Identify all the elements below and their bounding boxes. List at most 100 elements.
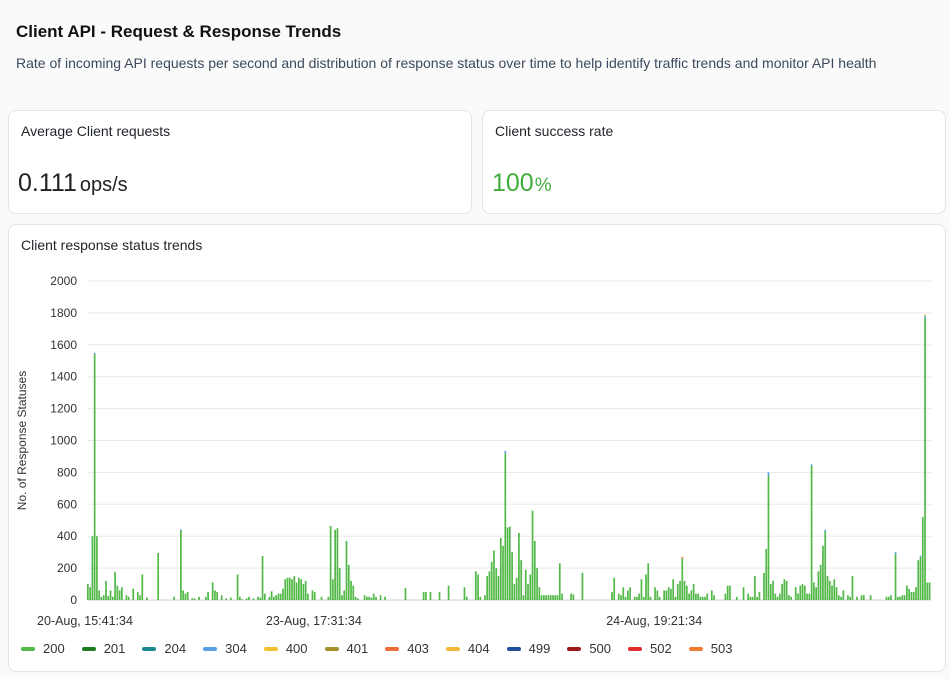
bar-200 [758, 592, 761, 600]
y-tick-label: 800 [57, 465, 77, 479]
bar-200 [906, 585, 908, 600]
bar-200 [275, 595, 278, 600]
bar-200 [540, 595, 543, 600]
bar-200 [220, 595, 223, 600]
bar-200 [890, 595, 892, 600]
legend-label: 499 [528, 641, 551, 656]
y-axis-label: No. of Response Statuses [15, 371, 29, 510]
bar-200 [127, 596, 130, 600]
legend-item-200[interactable]: 200 [21, 641, 65, 656]
bar-200 [556, 595, 559, 600]
bar-200 [799, 585, 802, 600]
bar-200 [463, 587, 466, 600]
legend-item-204[interactable]: 204 [142, 641, 186, 656]
bar-200 [742, 587, 745, 600]
legend-label: 503 [710, 641, 733, 656]
legend-item-304[interactable]: 304 [203, 641, 247, 656]
bar-200 [785, 580, 788, 600]
bar-200 [735, 596, 738, 600]
legend-item-400[interactable]: 400 [263, 641, 308, 656]
bar-200 [924, 317, 926, 600]
bar-304 [824, 529, 827, 532]
bar-200 [259, 597, 262, 600]
bar-200 [184, 593, 187, 600]
bar-200 [225, 598, 228, 600]
bar-200 [320, 596, 323, 600]
bar-200 [291, 579, 293, 600]
bar-200 [765, 548, 768, 600]
bar-200 [894, 553, 897, 600]
legend-item-404[interactable]: 404 [445, 641, 490, 656]
bar-200 [261, 556, 264, 600]
bar-200 [833, 579, 836, 600]
bar-200 [368, 596, 371, 600]
bar-200 [145, 597, 148, 600]
bar-200 [379, 595, 382, 600]
bar-304 [810, 464, 813, 467]
bar-400 [924, 314, 926, 316]
bar-200 [774, 593, 777, 600]
bar-200 [375, 596, 377, 600]
bar-200 [132, 588, 135, 600]
legend-item-503[interactable]: 503 [688, 641, 733, 656]
bar-200 [193, 598, 196, 600]
bar-200 [529, 574, 532, 600]
legend-item-201[interactable]: 201 [81, 641, 125, 656]
x-tick-label: 20-Aug, 15:41:34 [37, 614, 133, 628]
x-tick-label: 23-Aug, 17:31:34 [266, 614, 362, 628]
bar-200 [270, 591, 273, 600]
avg-requests-value: 0.111 ops/s [18, 169, 128, 198]
legend-label: 401 [346, 641, 369, 656]
bar-200 [352, 585, 355, 600]
bar-200 [282, 588, 284, 600]
bar-200 [273, 596, 275, 600]
bar-200 [136, 592, 139, 600]
bar-200 [384, 596, 386, 600]
legend-item-403[interactable]: 403 [385, 641, 429, 656]
bar-200 [114, 572, 116, 600]
bar-200 [295, 582, 298, 600]
avg-requests-card: Average Client requests 0.111 ops/s [8, 110, 472, 214]
bar-200 [252, 598, 255, 600]
bar-200 [824, 531, 827, 600]
bar-200 [794, 587, 797, 600]
bar-200 [611, 592, 613, 600]
bar-200 [311, 590, 314, 600]
bar-200 [173, 596, 175, 600]
bar-200 [125, 595, 128, 600]
bar-200 [699, 596, 702, 600]
chart-card: Client response status trends 0 200 400 600… [8, 224, 946, 672]
bar-200 [116, 585, 119, 600]
legend-item-500[interactable]: 500 [567, 641, 611, 656]
legend-item-502[interactable]: 502 [628, 641, 672, 656]
legend-label: 304 [225, 641, 247, 656]
bar-200 [98, 590, 101, 600]
bar-200 [640, 579, 643, 600]
bar-200 [856, 596, 858, 600]
bar-200 [438, 592, 441, 600]
bar-200 [229, 597, 232, 600]
bar-200 [797, 593, 799, 600]
legend-swatch [445, 646, 460, 651]
bar-200 [538, 587, 541, 600]
bar-200 [642, 596, 645, 600]
bar-304 [767, 472, 770, 476]
bar-200 [248, 596, 250, 600]
legend-label: 400 [285, 641, 308, 656]
bar-200 [343, 590, 346, 600]
bar-200 [778, 593, 781, 600]
bar-200 [180, 530, 182, 600]
bar-200 [520, 560, 523, 600]
bar-200 [257, 596, 259, 600]
legend-swatch [324, 646, 339, 651]
legend-item-499[interactable]: 499 [506, 641, 551, 656]
success-rate-unit: % [534, 175, 552, 196]
bar-200 [919, 556, 922, 600]
bar-200 [729, 585, 731, 600]
bar-200 [663, 590, 665, 600]
bar-200 [366, 596, 368, 600]
bar-200 [817, 571, 820, 600]
bar-200 [626, 590, 629, 600]
legend-item-401[interactable]: 401 [324, 641, 369, 656]
bar-200 [554, 595, 557, 600]
